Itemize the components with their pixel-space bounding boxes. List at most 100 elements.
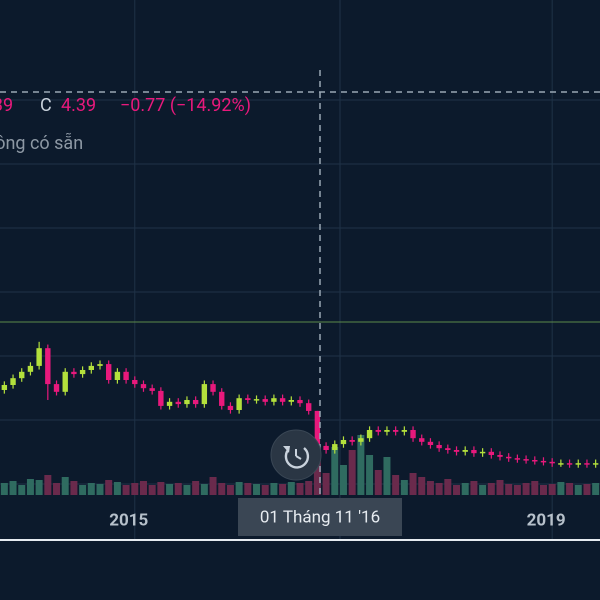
volume-bar <box>426 481 434 495</box>
candle-body <box>558 463 564 465</box>
volume-bar <box>61 477 69 495</box>
volume-bar <box>583 484 591 495</box>
candle-body <box>175 401 181 405</box>
volume-bar <box>131 483 139 495</box>
candle-body <box>227 405 234 410</box>
volume-bar <box>383 457 391 495</box>
volume-bar <box>348 450 356 495</box>
candles <box>1 341 599 468</box>
volume-bar <box>26 479 34 495</box>
candle-body <box>114 371 121 380</box>
volume-bar <box>9 481 17 495</box>
candle-body <box>271 398 277 402</box>
volume-bar <box>192 481 200 495</box>
volume-bar <box>166 484 174 495</box>
candle-body <box>1 385 8 390</box>
volume-bar <box>279 484 287 495</box>
candle-body <box>71 371 77 375</box>
volume-bar <box>157 482 165 495</box>
volume-bar <box>392 475 400 495</box>
crosshair-label-box <box>238 498 402 536</box>
volume-bar <box>479 485 487 495</box>
volume-bar <box>226 485 234 495</box>
volume-bar <box>487 483 495 495</box>
candle-body <box>79 370 86 375</box>
candle-body <box>575 463 581 465</box>
candle-body <box>166 401 173 406</box>
crosshair-label: 01 Tháng 11 '16 <box>260 507 380 527</box>
replay-hand <box>295 455 302 460</box>
candle-body <box>53 384 60 392</box>
volume-bar <box>139 481 147 495</box>
candle-body <box>506 456 512 459</box>
candle-body <box>27 365 34 372</box>
candle-body <box>427 441 434 445</box>
ohlc-legend: 4.39 C 4.39 −0.77 (−14.92%) Không có sẵn <box>0 95 251 154</box>
candle-body <box>584 463 590 465</box>
candle-body <box>523 459 529 461</box>
close-label: C <box>40 95 52 116</box>
volume-bar <box>461 483 469 495</box>
candle-body <box>445 448 451 450</box>
volume-bar <box>574 485 582 495</box>
change: −0.77 (−14.92%) <box>120 95 251 116</box>
candle-body <box>349 440 355 442</box>
volume-bar <box>0 483 8 495</box>
volume-bar <box>400 480 408 495</box>
volume-bar <box>253 484 261 495</box>
volume-bar <box>270 483 278 495</box>
volume-bar <box>366 455 374 495</box>
volume-bar <box>513 485 521 495</box>
candle-body <box>540 460 547 463</box>
replay-icon <box>284 447 310 469</box>
candle-body <box>158 390 164 406</box>
volume-bar <box>418 477 426 495</box>
volume-bar <box>105 480 113 495</box>
candle-body <box>253 399 260 401</box>
candle-body <box>462 450 468 452</box>
candle-body <box>592 463 599 465</box>
volume-bar <box>79 485 87 495</box>
volume-bar <box>548 484 556 495</box>
x-axis: 2015 2019 <box>109 510 565 530</box>
volume-bar <box>35 480 43 495</box>
candle-body <box>566 463 573 465</box>
volume-bar <box>261 485 269 495</box>
volume-bar <box>444 479 452 495</box>
candle-body <box>532 460 538 462</box>
volume-bar <box>183 485 191 495</box>
replay-button[interactable] <box>270 429 322 481</box>
candle-body <box>401 430 408 432</box>
candle-body <box>479 451 486 454</box>
volume-bars <box>0 435 600 495</box>
volume-bar <box>496 480 504 495</box>
volume-bar <box>539 485 547 495</box>
volume-bar <box>244 483 252 495</box>
close-value: 4.39 <box>61 95 96 116</box>
candle-body <box>314 410 321 446</box>
candle-body <box>419 438 425 442</box>
x-grid <box>134 0 553 540</box>
volume-bar <box>235 482 243 495</box>
candle-body <box>192 400 199 405</box>
candle-body <box>453 450 460 452</box>
volume-bar <box>148 485 156 495</box>
volume-bar <box>70 481 78 495</box>
candle-body <box>471 450 477 454</box>
candle-body <box>306 403 312 411</box>
volume-bar <box>470 481 478 495</box>
volume-bar <box>409 473 417 495</box>
status: Không có sẵn <box>0 132 83 154</box>
low-value: 4.39 <box>0 95 13 116</box>
volume-bar <box>96 484 104 495</box>
x-tick-label: 2019 <box>527 510 566 530</box>
candle-body <box>149 388 155 391</box>
candle-body <box>123 371 129 380</box>
replay-arrow <box>283 446 290 453</box>
candle-body <box>10 378 16 385</box>
candle-body <box>392 430 399 432</box>
volume-bar <box>200 484 208 495</box>
volume-bar <box>305 481 313 495</box>
candle-body <box>340 440 347 445</box>
